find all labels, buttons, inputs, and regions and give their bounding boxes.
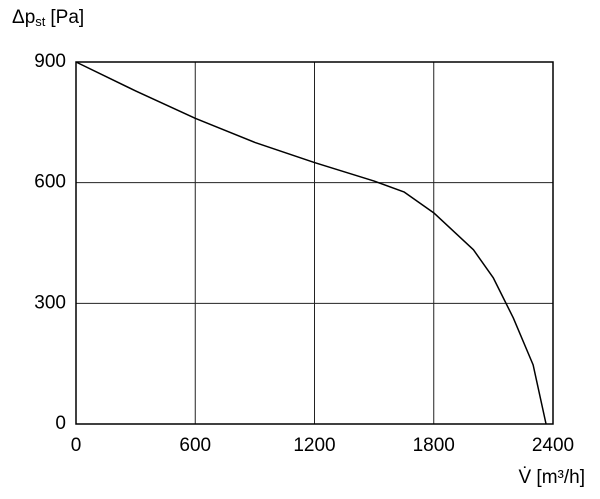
y-label-main: Δp	[12, 7, 35, 28]
x-tick-label: 1800	[413, 435, 455, 456]
y-tick-label: 0	[55, 413, 66, 434]
x-tick-label: 600	[179, 435, 211, 456]
x-tick-label: 2400	[532, 435, 574, 456]
y-tick-label: 900	[34, 51, 66, 72]
x-axis-label: V̇ [m³/h]	[518, 467, 585, 488]
x-tick-label: 0	[71, 435, 82, 456]
curve	[75, 61, 547, 425]
y-label-unit: [Pa]	[50, 7, 84, 28]
y-axis-label: Δpst [Pa]	[12, 7, 84, 29]
x-tick-label: 1200	[293, 435, 335, 456]
y-tick-label: 300	[34, 292, 66, 313]
y-tick-label: 600	[34, 172, 66, 193]
plot-frame	[75, 61, 554, 425]
y-label-subscript: st	[35, 14, 46, 29]
